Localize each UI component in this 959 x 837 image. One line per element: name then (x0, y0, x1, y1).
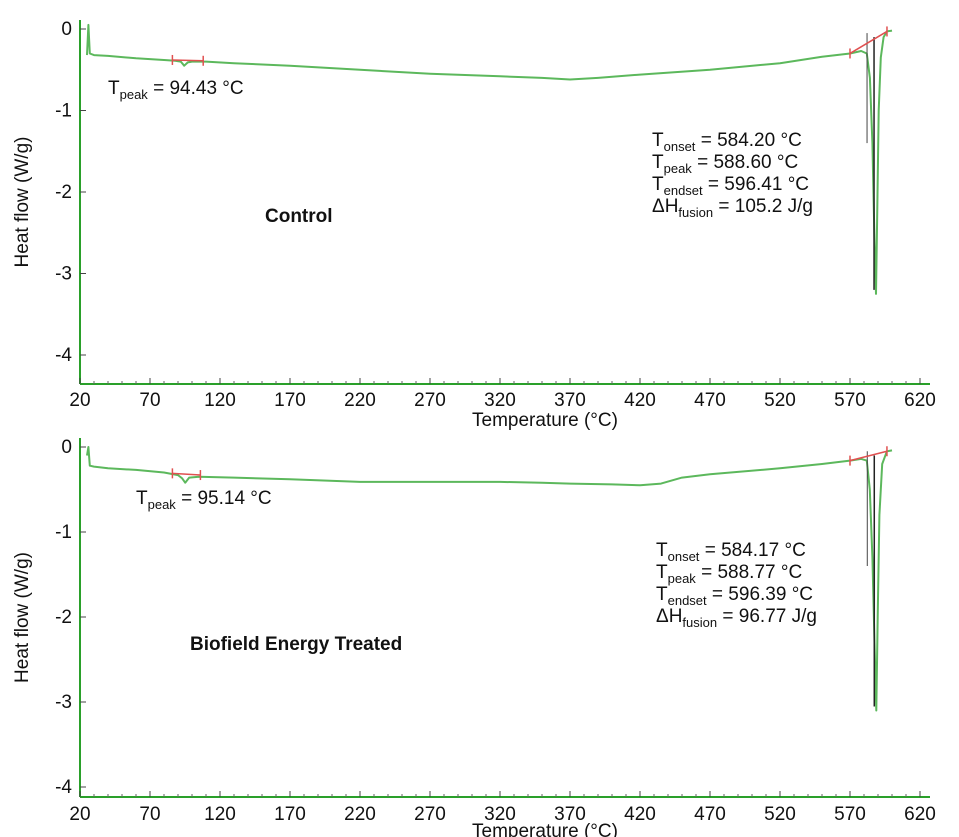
x-tick-label: 620 (904, 390, 936, 411)
x-tick-label: 470 (694, 804, 726, 825)
melting-annotation: Tpeak = 588.77 °C (656, 562, 802, 586)
y-tick-label: 0 (61, 437, 72, 458)
y-tick-label: -3 (55, 692, 72, 713)
melting-annotation: Tpeak = 588.60 °C (652, 152, 798, 176)
sample-label: Biofield Energy Treated (190, 634, 402, 655)
heat-flow-curve (86, 23, 893, 295)
melting-annotation: Tonset = 584.20 °C (652, 130, 802, 154)
x-tick-label: 20 (69, 804, 90, 825)
peak-baseline (849, 450, 888, 462)
y-tick-label: -2 (55, 607, 72, 628)
melting-annotation: ΔHfusion = 105.2 J/g (652, 196, 813, 220)
x-tick-label: 420 (624, 390, 656, 411)
y-axis-title: Heat flow (W/g) (12, 137, 33, 268)
x-tick-label: 170 (274, 390, 306, 411)
y-tick-label: -4 (55, 777, 72, 798)
x-tick-label: 70 (139, 804, 160, 825)
peak-baseline (849, 30, 888, 55)
peak-baseline (172, 59, 204, 62)
melting-annotation: Tendset = 596.39 °C (656, 584, 813, 608)
x-tick-label: 370 (554, 390, 586, 411)
x-axis-title: Temperature (°C) (472, 410, 618, 431)
melting-annotation: Tendset = 596.41 °C (652, 174, 809, 198)
melting-annotation: Tonset = 584.17 °C (656, 540, 806, 564)
x-tick-label: 220 (344, 390, 376, 411)
y-tick-label: 0 (61, 19, 72, 40)
x-tick-label: 370 (554, 804, 586, 825)
x-tick-label: 20 (69, 390, 90, 411)
x-tick-label: 520 (764, 804, 796, 825)
y-tick-label: -2 (55, 182, 72, 203)
x-tick-label: 170 (274, 804, 306, 825)
x-tick-label: 420 (624, 804, 656, 825)
x-tick-label: 120 (204, 804, 236, 825)
x-tick-label: 220 (344, 804, 376, 825)
low-peak-annotation: Tpeak = 94.43 °C (108, 78, 244, 102)
x-tick-label: 270 (414, 804, 446, 825)
y-tick-label: -1 (55, 101, 72, 122)
chart-panel-treated: 20 70 120 170 220 270 320 370 420 470 520 570 620 0 -1… (12, 437, 936, 837)
y-tick-label: -4 (55, 345, 72, 366)
x-tick-label: 120 (204, 390, 236, 411)
chart-panel-control: 20 70 120 170 220 270 320 370 420 470 520 570 620 0 -1… (12, 19, 936, 431)
x-tick-label: 70 (139, 390, 160, 411)
x-tick-label: 320 (484, 390, 516, 411)
low-peak-annotation: Tpeak = 95.14 °C (136, 488, 272, 512)
peak-baseline (172, 472, 201, 476)
x-tick-label: 570 (834, 804, 866, 825)
x-tick-label: 570 (834, 390, 866, 411)
x-tick-label: 520 (764, 390, 796, 411)
x-tick-label: 270 (414, 390, 446, 411)
x-tick-label: 470 (694, 390, 726, 411)
x-tick-label: 320 (484, 804, 516, 825)
y-axis-title: Heat flow (W/g) (12, 552, 33, 683)
sample-label: Control (265, 206, 333, 227)
x-tick-label: 620 (904, 804, 936, 825)
melting-annotation: ΔHfusion = 96.77 J/g (656, 606, 817, 630)
x-axis-title: Temperature (°C) (472, 821, 618, 837)
y-tick-label: -3 (55, 264, 72, 285)
y-tick-label: -1 (55, 522, 72, 543)
